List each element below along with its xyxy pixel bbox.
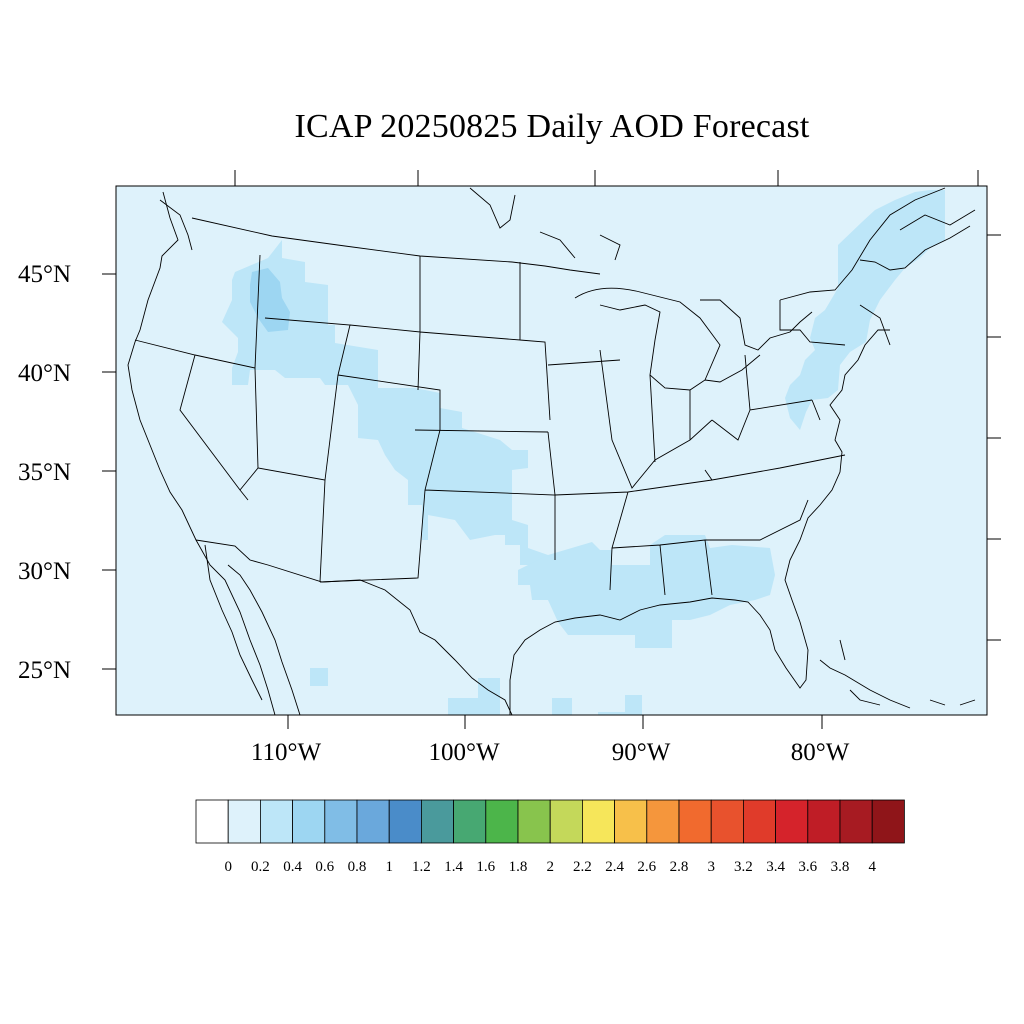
aod-patch-mexico-east — [448, 678, 500, 715]
caribbean-islands — [819, 639, 976, 709]
aod-region-gulf-southeast — [518, 535, 775, 648]
colorbar-label: 1.2 — [412, 859, 431, 875]
lon-label-110w: 110°W — [250, 739, 322, 766]
colorbar-swatch — [356, 799, 390, 844]
colorbar-swatch — [292, 799, 326, 844]
colorbar-swatch — [227, 799, 261, 844]
colorbar-swatch — [807, 799, 841, 844]
colorbar-label: 3.4 — [766, 859, 785, 875]
aod-patch-gulf-south — [552, 698, 572, 715]
page-title: ICAP 20250825 Daily AOD Forecast — [294, 108, 810, 145]
west-states — [134, 254, 551, 583]
colorbar-swatch — [678, 799, 712, 844]
colorbar-label: 1.6 — [476, 859, 495, 875]
aod-patch-yucatan — [598, 695, 642, 715]
lat-label-45: 45°N — [18, 261, 72, 288]
mexico-border — [195, 539, 513, 715]
colorbar-label: 4 — [868, 859, 876, 875]
colorbar-label: 2.6 — [637, 859, 656, 875]
geography-outlines — [127, 187, 976, 715]
lon-label-100w: 100°W — [428, 739, 500, 766]
colorbar-label: 3 — [707, 859, 715, 875]
aod-fill-layer — [116, 186, 987, 715]
us-canada-border — [191, 217, 601, 275]
colorbar-label: 2 — [546, 859, 554, 875]
colorbar-swatch — [388, 799, 422, 844]
colorbar-swatch — [710, 799, 744, 844]
colorbar-label: 0.4 — [283, 859, 302, 875]
colorbar-swatch — [259, 799, 293, 844]
colorbar-label: 3.2 — [734, 859, 753, 875]
colorbar-swatch — [839, 799, 873, 844]
central-states — [319, 359, 846, 596]
northeast-border — [779, 187, 971, 301]
aod-region-idaho-core — [250, 268, 290, 332]
eastern-states — [599, 300, 846, 489]
colorbar-label: 0.6 — [315, 859, 334, 875]
colorbar-swatch — [871, 799, 905, 844]
pacific-coast — [127, 191, 276, 715]
canada-interior — [159, 187, 976, 346]
map-frame — [115, 185, 988, 716]
colorbar-label: 3.8 — [831, 859, 850, 875]
colorbar-swatch — [195, 799, 229, 844]
colorbar-swatch — [743, 799, 777, 844]
colorbar-swatch — [453, 799, 487, 844]
colorbar-swatch — [775, 799, 809, 844]
colorbar-swatch — [646, 799, 680, 844]
colorbar-swatch — [549, 799, 583, 844]
lat-label-30: 30°N — [18, 558, 72, 585]
colorbar: 0 0.2 0.4 0.6 0.8 1 1.2 1.4 1.6 1.8 2 2.2 2.4 2.6 2.8 3… — [195, 799, 905, 875]
colorbar-swatch — [420, 799, 454, 844]
aod-patch-baja — [310, 668, 328, 686]
baja-outline — [204, 544, 301, 715]
colorbar-label: 0.2 — [251, 859, 270, 875]
colorbar-swatch — [324, 799, 358, 844]
map-ticks — [102, 170, 1001, 729]
colorbar-swatch — [517, 799, 551, 844]
colorbar-label: 2.2 — [573, 859, 592, 875]
lat-label-25: 25°N — [18, 657, 72, 684]
colorbar-swatch — [582, 799, 616, 844]
colorbar-swatch — [614, 799, 648, 844]
colorbar-label: 0.8 — [348, 859, 367, 875]
colorbar-label: 1.8 — [509, 859, 528, 875]
colorbar-swatch — [485, 799, 519, 844]
lat-label-35: 35°N — [18, 459, 72, 486]
colorbar-label: 1 — [385, 859, 393, 875]
colorbar-label: 3.6 — [798, 859, 817, 875]
colorbar-label: 1.4 — [444, 859, 463, 875]
lon-label-90w: 90°W — [611, 739, 671, 766]
great-lakes-outline — [574, 287, 813, 391]
colorbar-label: 2.8 — [670, 859, 689, 875]
gulf-coast — [509, 329, 890, 715]
colorbar-label: 0 — [224, 859, 232, 875]
aod-region-northeast — [785, 190, 945, 430]
lat-label-40: 40°N — [18, 360, 72, 387]
lon-label-80w: 80°W — [790, 739, 850, 766]
colorbar-label: 2.4 — [605, 859, 624, 875]
